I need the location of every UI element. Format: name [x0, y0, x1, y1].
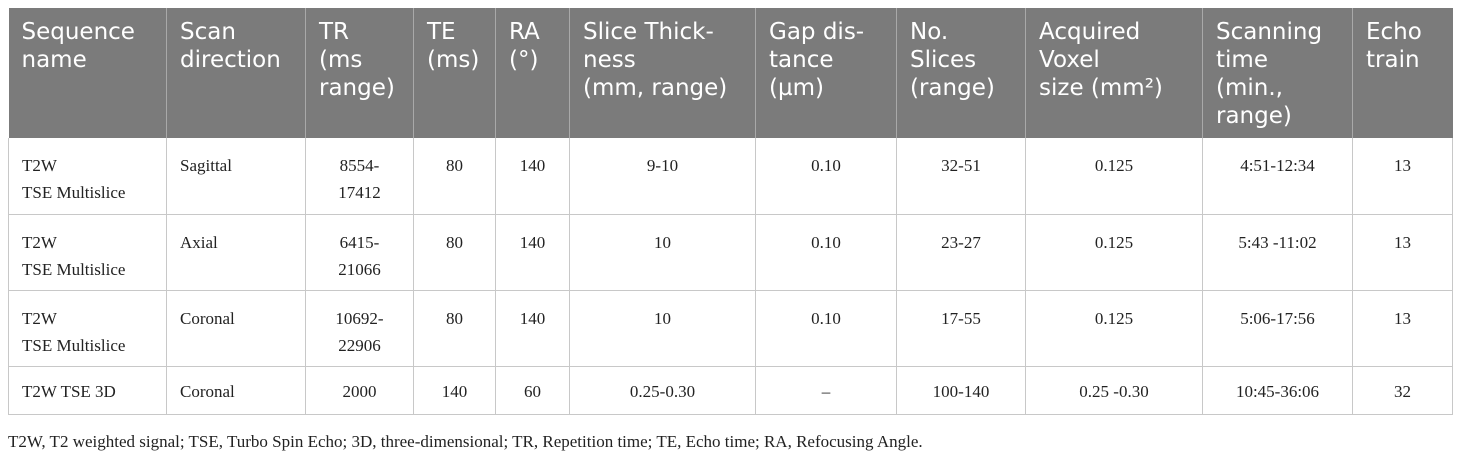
cell-slice-thickness: 0.25-0.30	[569, 366, 756, 415]
header-sequence-name: Sequence name	[8, 8, 167, 138]
header-slice-thickness: Slice Thick- ness (mm, range)	[569, 8, 756, 138]
cell-no-slices: 17-55	[896, 290, 1026, 367]
cell-gap-distance: 0.10	[755, 214, 897, 291]
cell-te: 80	[413, 214, 496, 291]
header-scan-direction: Scan direction	[166, 8, 306, 138]
cell-scanning-time: 5:06-17:56	[1202, 290, 1353, 367]
cell-ra: 140	[495, 214, 570, 291]
table-row: T2W TSE 3D Coronal 2000 140 60 0.25-0.30…	[8, 366, 1453, 415]
cell-te: 80	[413, 138, 496, 215]
cell-tr: 10692- 22906	[305, 290, 414, 367]
cell-tr: 8554- 17412	[305, 138, 414, 215]
header-gap-distance: Gap dis- tance (µm)	[755, 8, 897, 138]
mri-sequence-table: Sequence name Scan direction TR (ms rang…	[8, 8, 1453, 415]
cell-no-slices: 100-140	[896, 366, 1026, 415]
cell-gap-distance: 0.10	[755, 138, 897, 215]
cell-te: 140	[413, 366, 496, 415]
cell-no-slices: 23-27	[896, 214, 1026, 291]
header-tr: TR (ms range)	[305, 8, 414, 138]
cell-echo-train: 13	[1352, 138, 1453, 215]
cell-slice-thickness: 10	[569, 290, 756, 367]
header-ra: RA (°)	[495, 8, 570, 138]
cell-slice-thickness: 9-10	[569, 138, 756, 215]
cell-ra: 140	[495, 138, 570, 215]
cell-ra: 60	[495, 366, 570, 415]
cell-scanning-time: 4:51-12:34	[1202, 138, 1353, 215]
table-footnote: T2W, T2 weighted signal; TSE, Turbo Spin…	[8, 432, 923, 451]
cell-echo-train: 13	[1352, 290, 1453, 367]
cell-no-slices: 32-51	[896, 138, 1026, 215]
table-row: T2W TSE Multislice Coronal 10692- 22906 …	[8, 290, 1453, 367]
table-row: T2W TSE Multislice Sagittal 8554- 17412 …	[8, 138, 1453, 215]
cell-scan-direction: Coronal	[166, 366, 306, 415]
cell-scanning-time: 10:45-36:06	[1202, 366, 1353, 415]
cell-tr: 6415- 21066	[305, 214, 414, 291]
cell-te: 80	[413, 290, 496, 367]
cell-tr: 2000	[305, 366, 414, 415]
cell-sequence-name: T2W TSE 3D	[8, 366, 167, 415]
data-table: Sequence name Scan direction TR (ms rang…	[8, 8, 1453, 415]
cell-voxel-size: 0.25 -0.30	[1025, 366, 1203, 415]
cell-voxel-size: 0.125	[1025, 214, 1203, 291]
cell-echo-train: 32	[1352, 366, 1453, 415]
cell-voxel-size: 0.125	[1025, 290, 1203, 367]
cell-scanning-time: 5:43 -11:02	[1202, 214, 1353, 291]
cell-sequence-name: T2W TSE Multislice	[8, 214, 167, 291]
cell-gap-distance: 0.10	[755, 290, 897, 367]
header-voxel-size: Acquired Voxel size (mm²)	[1025, 8, 1203, 138]
cell-slice-thickness: 10	[569, 214, 756, 291]
cell-ra: 140	[495, 290, 570, 367]
cell-sequence-name: T2W TSE Multislice	[8, 290, 167, 367]
cell-scan-direction: Sagittal	[166, 138, 306, 215]
header-echo-train: Echo train	[1352, 8, 1453, 138]
table-row: T2W TSE Multislice Axial 6415- 21066 80 …	[8, 214, 1453, 291]
header-scanning-time: Scanning time (min., range)	[1202, 8, 1353, 138]
cell-voxel-size: 0.125	[1025, 138, 1203, 215]
cell-echo-train: 13	[1352, 214, 1453, 291]
cell-scan-direction: Axial	[166, 214, 306, 291]
header-no-slices: No. Slices (range)	[896, 8, 1026, 138]
cell-gap-distance: –	[755, 366, 897, 415]
header-te: TE (ms)	[413, 8, 496, 138]
cell-sequence-name: T2W TSE Multislice	[8, 138, 167, 215]
header-row: Sequence name Scan direction TR (ms rang…	[8, 8, 1453, 138]
cell-scan-direction: Coronal	[166, 290, 306, 367]
